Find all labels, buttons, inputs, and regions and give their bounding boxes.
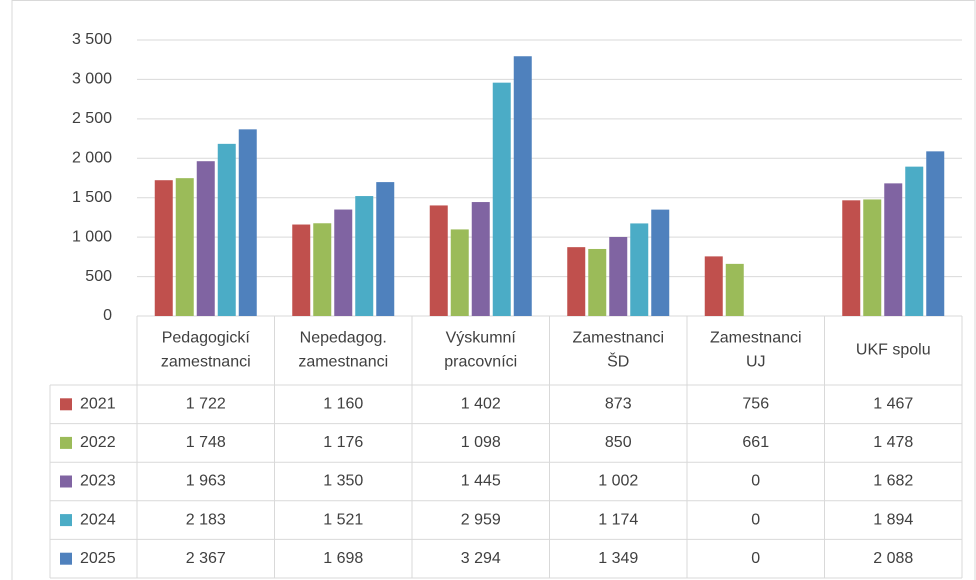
legend-label: 2023 (80, 473, 116, 490)
bar (704, 256, 723, 316)
table-value: 1 698 (323, 550, 363, 567)
bar (567, 247, 586, 316)
x-tick-label: UJ (746, 354, 766, 371)
x-tick-label: UKF spolu (856, 342, 931, 359)
bar (863, 199, 882, 316)
table-value: 0 (751, 473, 760, 490)
x-tick-label: zamestnanci (298, 354, 388, 371)
table-value: 1 894 (873, 511, 913, 528)
legend-swatch (60, 475, 72, 488)
x-tick-label: pracovníci (444, 354, 517, 371)
x-tick-label: ŠD (607, 352, 629, 371)
bar (238, 129, 257, 316)
bar (492, 82, 511, 316)
y-tick-label: 3 000 (72, 71, 112, 88)
table-value: 1 098 (461, 434, 501, 451)
table-value: 0 (751, 550, 760, 567)
x-tick-label: Nepedagog. (300, 330, 387, 347)
legend-swatch (60, 552, 72, 565)
table-value: 1 478 (873, 434, 913, 451)
bar (355, 196, 374, 316)
bar (196, 161, 215, 316)
y-tick-label: 1 500 (72, 189, 112, 206)
legend-label: 2022 (80, 434, 116, 451)
y-tick-label: 500 (85, 268, 112, 285)
table-value: 3 294 (461, 550, 501, 567)
table-value: 850 (605, 434, 632, 451)
bar (630, 223, 649, 316)
x-tick-label: Zamestnanci (710, 330, 802, 347)
legend-swatch (60, 514, 72, 527)
bar (154, 180, 173, 316)
y-tick-label: 1 000 (72, 228, 112, 245)
y-tick-label: 2 500 (72, 110, 112, 127)
bar (313, 223, 332, 316)
table-value: 1 963 (186, 473, 226, 490)
y-tick-label: 2 000 (72, 150, 112, 167)
bar (725, 263, 744, 316)
table-value: 1 521 (323, 511, 363, 528)
bar (651, 209, 670, 316)
bar (429, 205, 448, 316)
table-value: 873 (605, 396, 632, 413)
x-tick-label: Zamestnanci (572, 330, 664, 347)
table-value: 0 (751, 511, 760, 528)
bar (376, 182, 395, 316)
table-value: 2 183 (186, 511, 226, 528)
x-tick-label: Výskumní (446, 330, 517, 347)
legend-swatch (60, 436, 72, 449)
table-value: 1 748 (186, 434, 226, 451)
table-value: 1 402 (461, 396, 501, 413)
legend-label: 2021 (80, 396, 116, 413)
table-value: 661 (742, 434, 769, 451)
bar (513, 56, 532, 317)
table-value: 1 349 (598, 550, 638, 567)
legend-label: 2024 (80, 511, 116, 528)
table-value: 1 445 (461, 473, 501, 490)
table-value: 756 (742, 396, 769, 413)
bar (905, 166, 924, 316)
table-value: 1 467 (873, 396, 913, 413)
table-value: 1 350 (323, 473, 363, 490)
bar (217, 143, 236, 316)
x-tick-label: zamestnanci (161, 354, 251, 371)
table-value: 2 367 (186, 550, 226, 567)
table-value: 1 160 (323, 396, 363, 413)
table-value: 1 722 (186, 396, 226, 413)
bar (842, 200, 861, 316)
table-value: 1 002 (598, 473, 638, 490)
table-value: 2 088 (873, 550, 913, 567)
bar (175, 178, 194, 316)
bar (450, 229, 469, 316)
bar (471, 202, 490, 316)
table-value: 1 682 (873, 473, 913, 490)
bar (588, 248, 607, 316)
y-tick-label: 3 500 (72, 31, 112, 48)
bar (334, 209, 353, 316)
legend-swatch (60, 398, 72, 411)
table-value: 2 959 (461, 511, 501, 528)
chart-border (11, 0, 976, 580)
legend-label: 2025 (80, 550, 116, 567)
y-tick-label: 0 (103, 307, 112, 324)
bar (609, 236, 628, 316)
bar (884, 183, 903, 316)
bar (926, 151, 945, 316)
bar (292, 224, 311, 316)
x-tick-label: Pedagogickí (162, 330, 251, 347)
table-value: 1 176 (323, 434, 363, 451)
table-value: 1 174 (598, 511, 638, 528)
